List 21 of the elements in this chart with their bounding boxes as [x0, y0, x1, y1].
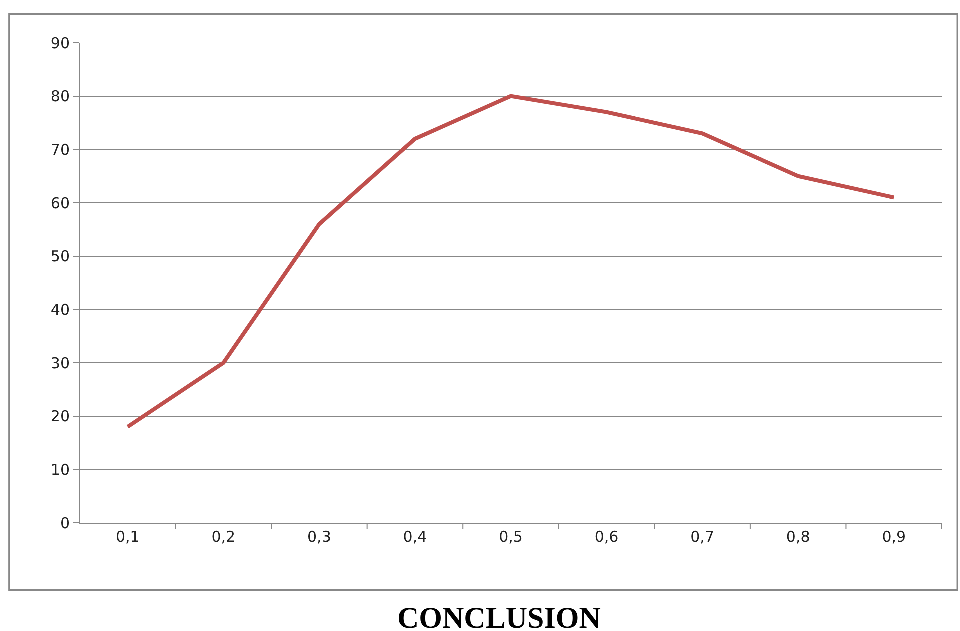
y-tick-label: 10: [50, 460, 70, 479]
x-tick-label: 0,8: [786, 528, 810, 546]
x-tick-label: 0,5: [499, 528, 523, 546]
line-series: [126, 94, 896, 429]
x-tick-label: 0,6: [594, 528, 619, 546]
y-tick-label: 20: [50, 408, 70, 426]
y-tick-label: 0: [60, 514, 70, 532]
x-tick-label: 0,4: [403, 528, 428, 546]
y-tick-label: 70: [50, 140, 70, 159]
x-tick-label: 0,3: [308, 528, 332, 546]
x-tick-label: 0,9: [882, 528, 906, 546]
x-tick-label: 0,1: [116, 528, 140, 546]
y-tick-label: 80: [50, 88, 70, 106]
y-tick-label: 90: [50, 34, 70, 52]
y-tick-label: 60: [50, 194, 70, 212]
y-tick-label: 50: [50, 248, 70, 266]
x-tick-label: 0,7: [690, 528, 714, 546]
y-tick-label: 40: [50, 300, 70, 319]
x-tick-label: 0,2: [212, 528, 236, 546]
text: CONCLUSION: [398, 602, 602, 631]
y-tick-label: 30: [50, 354, 70, 372]
